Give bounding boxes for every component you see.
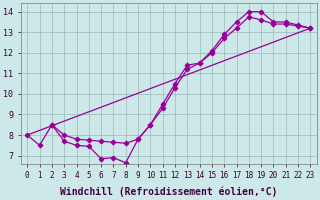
X-axis label: Windchill (Refroidissement éolien,°C): Windchill (Refroidissement éolien,°C) [60, 186, 277, 197]
